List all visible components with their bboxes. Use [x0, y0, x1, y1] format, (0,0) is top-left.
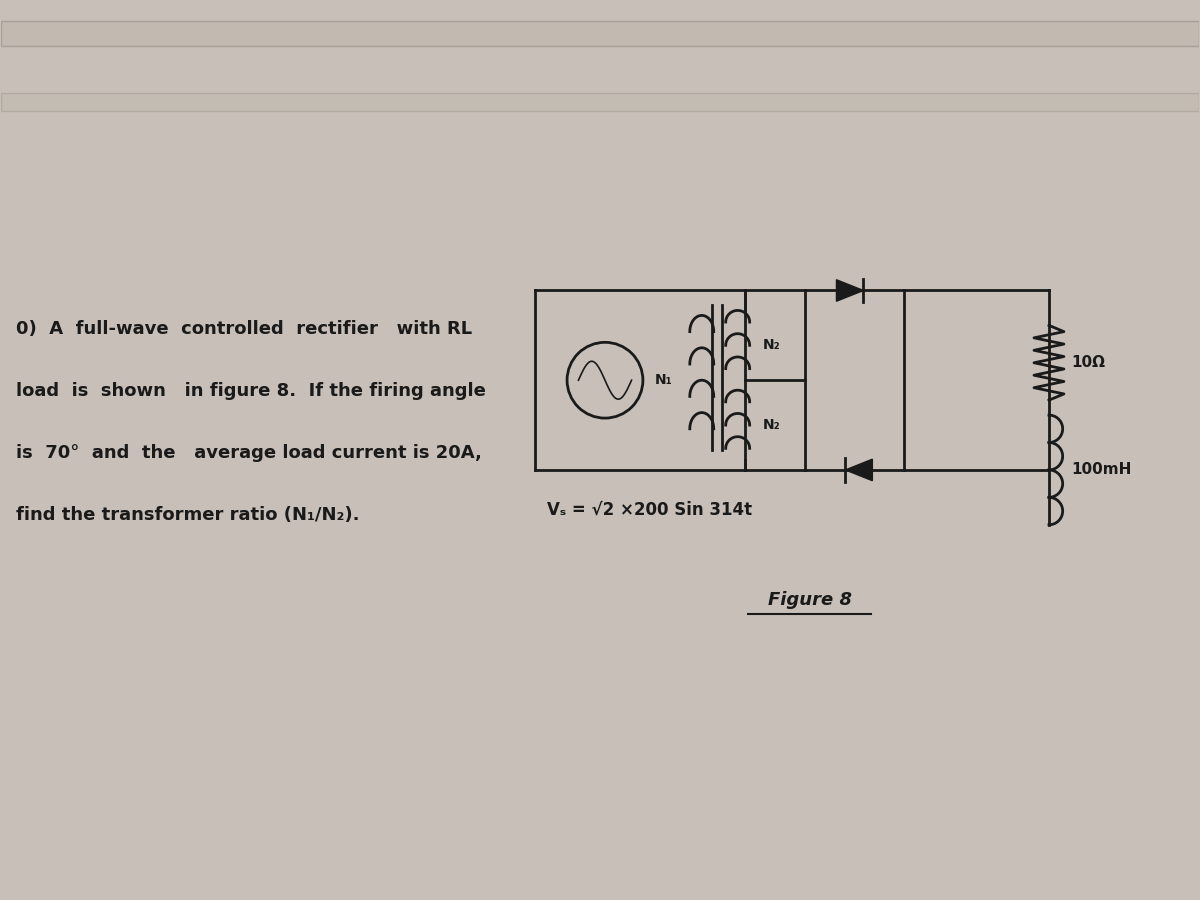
- Polygon shape: [836, 280, 863, 302]
- FancyBboxPatch shape: [1, 22, 1199, 46]
- Text: N₁: N₁: [655, 374, 673, 387]
- Text: N₂: N₂: [763, 338, 780, 352]
- Text: 0)  A  full-wave  controlled  rectifier   with RL: 0) A full-wave controlled rectifier with…: [17, 320, 473, 338]
- Text: Vₛ = √2 ×200 Sin 314t: Vₛ = √2 ×200 Sin 314t: [547, 500, 752, 518]
- FancyBboxPatch shape: [1, 93, 1199, 111]
- Text: N₂: N₂: [763, 418, 780, 432]
- Text: 10Ω: 10Ω: [1070, 356, 1105, 370]
- Text: Figure 8: Figure 8: [768, 590, 852, 608]
- Text: find the transformer ratio (N₁/N₂).: find the transformer ratio (N₁/N₂).: [17, 506, 360, 524]
- Text: 100mH: 100mH: [1070, 463, 1132, 477]
- Text: is  70°  and  the   average load current is 20A,: is 70° and the average load current is 2…: [17, 444, 482, 462]
- Text: load  is  shown   in figure 8.  If the firing angle: load is shown in figure 8. If the firing…: [17, 382, 486, 400]
- Polygon shape: [846, 459, 872, 481]
